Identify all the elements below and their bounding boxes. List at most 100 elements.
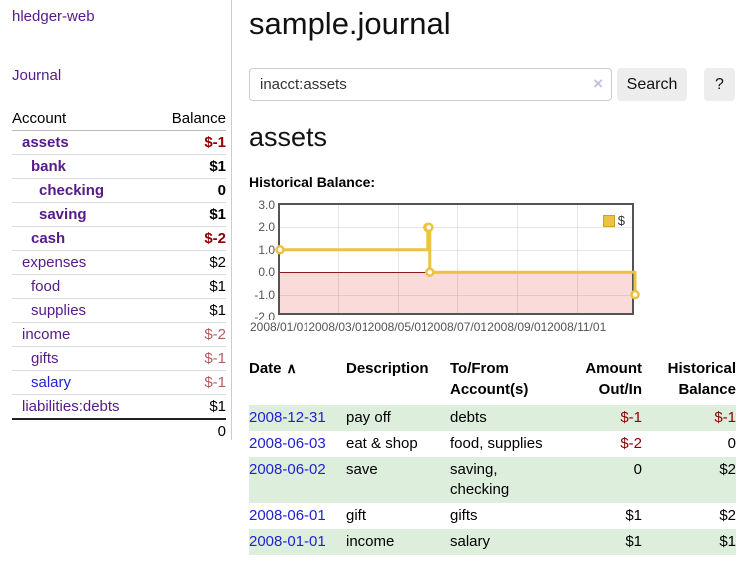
chart-vgridline: [457, 205, 459, 313]
chart-vgridline: [576, 205, 578, 313]
search-bar: × Search ?: [249, 68, 738, 101]
sidebar-account-link-supplies[interactable]: supplies: [31, 302, 87, 319]
sidebar-account-link-checking[interactable]: checking: [39, 182, 105, 199]
sidebar-account-link-salary[interactable]: salary: [31, 374, 72, 391]
accounts-cell: salary: [450, 529, 572, 555]
account-balance: $1: [154, 154, 226, 179]
chart-x-tick-label: 2008/03/01: [307, 320, 370, 334]
sidebar-account-link-food[interactable]: food: [31, 278, 61, 295]
sidebar-account-link-assets[interactable]: assets: [22, 134, 69, 151]
transaction-date-link[interactable]: 2008-12-31: [249, 409, 326, 426]
sidebar-total-row: 0: [12, 418, 226, 443]
chart-data-point: [630, 289, 640, 300]
account-balance: $1: [154, 274, 226, 299]
chart: $ 3.0 2.0 1.0 0.0 -1.0 -2.0 2008/01/01 2008/03/…: [248, 195, 738, 339]
chart-data-point: [275, 245, 285, 255]
transaction-date-link[interactable]: 2008-06-03: [249, 435, 326, 452]
account-row: supplies $1: [12, 298, 226, 323]
chart-y-tick-label: 2.0: [258, 220, 275, 235]
account-balance: 0: [154, 178, 226, 203]
accounts-table-header-row: Account Balance: [12, 107, 226, 131]
accounts-cell: food, supplies: [450, 435, 543, 452]
transaction-date-link[interactable]: 2008-06-01: [249, 507, 326, 524]
sidebar-account-link-cash[interactable]: cash: [31, 230, 66, 247]
register-header-amount: Amount Out/In: [585, 360, 642, 398]
amount-cell: 0: [572, 457, 642, 503]
chart-data-point: [425, 267, 435, 277]
date-cell: 2008-06-01: [249, 503, 346, 529]
chart-y-tick-label: -1.0: [254, 287, 275, 302]
description-cell: income: [346, 529, 450, 555]
search-button[interactable]: Search: [617, 68, 687, 101]
search-input[interactable]: [249, 68, 612, 101]
register-header-row: Date ∧ Description To/From Account(s) Amo…: [249, 356, 736, 405]
chart-x-tick-label: 2008/05/01: [366, 320, 429, 334]
sidebar-accounts-body: assets $-1 bank $1 checking 0 saving $1 cash $-2 e…: [12, 131, 226, 419]
sidebar-item-journal[interactable]: Journal: [12, 67, 62, 84]
accounts-cell: gifts: [450, 507, 478, 524]
app-brand-link[interactable]: hledger-web: [12, 8, 95, 25]
account-balance: $-1: [154, 370, 226, 395]
chart-data-point: [424, 222, 434, 233]
account-balance: $-1: [154, 346, 226, 371]
account-row: saving $1: [12, 202, 226, 227]
balance-cell: $1: [642, 529, 736, 555]
total-row-spacer: [12, 418, 155, 443]
sidebar-account-link-expenses[interactable]: expenses: [22, 254, 87, 271]
transaction-date-link[interactable]: 2008-01-01: [249, 533, 326, 550]
register-header-description: Description: [346, 360, 429, 377]
sidebar-account-link-liabilities-debts[interactable]: liabilities:debts: [22, 398, 120, 415]
chart-negative-region: [280, 272, 632, 313]
account-balance: $1: [154, 298, 226, 323]
register-row: 2008-12-31 pay off debts $-1 $-1: [249, 405, 736, 431]
account-row: income $-2: [12, 322, 226, 347]
chart-y-tick-label: 3.0: [258, 198, 275, 212]
chart-y-tick-label: 0.0: [258, 265, 275, 280]
description-cell: pay off: [346, 405, 450, 431]
legend-label: $: [617, 213, 625, 228]
account-row: food $1: [12, 274, 226, 299]
amount-cell: $-2: [620, 435, 642, 452]
register-body: 2008-12-31 pay off debts $-1 $-1 2008-06-03 ea…: [249, 405, 736, 555]
accounts-table: Account Balance assets $-1 bank $1 checking 0…: [12, 107, 226, 443]
date-cell: 2008-01-01: [249, 529, 346, 555]
sidebar-account-link-saving[interactable]: saving: [39, 206, 87, 223]
chart-y-tick-label: 1.0: [258, 242, 275, 257]
description-cell: gift: [346, 507, 367, 524]
clear-search-icon[interactable]: ×: [593, 74, 603, 93]
accounts-header-account[interactable]: Account: [12, 107, 155, 131]
account-row: bank $1: [12, 154, 226, 179]
account-row: liabilities:debts $1: [12, 394, 226, 419]
date-cell: 2008-06-03: [249, 431, 346, 457]
chart-legend: $: [600, 212, 627, 229]
register-header-date[interactable]: Date ∧: [249, 360, 297, 377]
chart-x-tick-label: 2008/07/01: [425, 320, 489, 334]
sidebar-account-link-income[interactable]: income: [22, 326, 71, 343]
register-row: 2008-06-02 save saving, checking 0 $2: [249, 457, 736, 503]
chart-hgridline: [280, 249, 632, 251]
register-row: 2008-06-01 gift gifts $1 $2: [249, 503, 736, 529]
transaction-date-link[interactable]: 2008-06-02: [249, 461, 326, 478]
chart-vgridline: [338, 205, 340, 313]
sort-ascending-icon: ∧: [286, 360, 297, 376]
balance-cell: 0: [727, 435, 736, 452]
sidebar-total-balance: 0: [154, 418, 226, 443]
description-cell: save: [346, 457, 450, 503]
account-row: checking 0: [12, 178, 226, 203]
sidebar-account-link-bank[interactable]: bank: [31, 158, 67, 175]
help-button[interactable]: ?: [704, 68, 735, 101]
chart-vgridline: [517, 205, 519, 313]
register-table: Date ∧ Description To/From Account(s) Amo…: [249, 356, 736, 555]
main-content: sample.journal × Search ? assets Histori…: [248, 0, 738, 555]
amount-cell: $1: [572, 529, 642, 555]
balance-cell: $2: [642, 457, 736, 503]
chart-x-tick-label: 2008/01/01: [248, 320, 312, 334]
account-row: assets $-1: [12, 131, 226, 155]
account-row: gifts $-1: [12, 346, 226, 371]
chart-vgridline: [397, 205, 399, 313]
account-balance: $2: [154, 250, 226, 275]
page-title: sample.journal: [249, 6, 451, 41]
sidebar-account-link-gifts[interactable]: gifts: [31, 350, 59, 367]
chart-series-line: [275, 222, 640, 300]
description-cell: eat & shop: [346, 435, 418, 452]
